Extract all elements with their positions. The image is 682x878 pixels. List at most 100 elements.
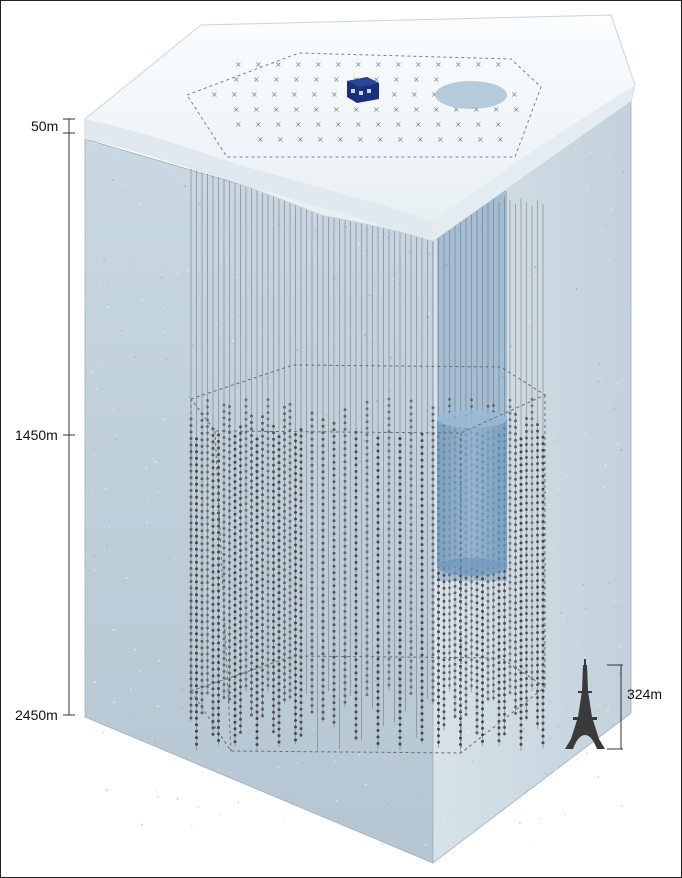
optical-module — [399, 444, 402, 447]
optical-module — [448, 671, 451, 674]
ice-speck — [598, 363, 600, 365]
optical-module — [536, 456, 539, 459]
optical-module — [322, 678, 325, 681]
optical-module — [410, 621, 413, 624]
optical-module — [421, 582, 424, 585]
optical-module — [201, 672, 204, 675]
ice-speck — [90, 491, 91, 492]
optical-module — [509, 633, 512, 636]
optical-module — [195, 515, 198, 518]
optical-module — [509, 574, 512, 577]
optical-module — [509, 659, 512, 662]
optical-module — [377, 469, 380, 472]
optical-module — [195, 580, 198, 583]
optical-module — [223, 527, 226, 530]
optical-module — [509, 568, 512, 571]
optical-module — [250, 473, 253, 476]
icetop-station-mark: × — [391, 90, 398, 99]
optical-module — [311, 483, 314, 486]
optical-module — [465, 616, 468, 619]
optical-module — [531, 463, 534, 466]
optical-module — [443, 652, 446, 655]
optical-module — [294, 713, 297, 716]
ice-speck — [294, 214, 295, 215]
optical-module — [377, 599, 380, 602]
optical-module — [344, 571, 347, 574]
optical-module — [217, 655, 220, 658]
ice-speck — [474, 670, 475, 671]
optical-module — [294, 622, 297, 625]
optical-module — [289, 663, 292, 666]
optical-module — [509, 678, 512, 681]
optical-module — [311, 711, 314, 714]
optical-module — [239, 510, 242, 513]
optical-module — [311, 568, 314, 571]
optical-module — [355, 489, 358, 492]
optical-module — [470, 658, 473, 661]
optical-module — [377, 723, 380, 726]
optical-module — [421, 563, 424, 566]
ice-speck — [312, 729, 314, 731]
optical-module — [443, 723, 446, 726]
optical-module — [256, 730, 259, 733]
icetop-station-mark: × — [433, 105, 440, 114]
optical-module — [322, 665, 325, 668]
optical-module — [195, 684, 198, 687]
optical-module — [212, 531, 215, 534]
ice-speck — [599, 680, 600, 681]
optical-module — [294, 479, 297, 482]
optical-module — [481, 681, 484, 684]
optical-module — [212, 616, 215, 619]
optical-module — [245, 593, 248, 596]
optical-module — [278, 598, 281, 601]
optical-module — [377, 690, 380, 693]
optical-module — [322, 587, 325, 590]
optical-module — [195, 567, 198, 570]
ice-speck — [265, 481, 266, 482]
ice-speck — [356, 642, 358, 644]
optical-module — [234, 617, 237, 620]
optical-module — [509, 652, 512, 655]
optical-module — [536, 462, 539, 465]
optical-module — [492, 677, 495, 680]
optical-module — [201, 536, 204, 539]
ice-speck — [145, 468, 147, 470]
optical-module — [272, 594, 275, 597]
optical-module — [355, 515, 358, 518]
optical-module — [476, 718, 479, 721]
optical-module — [195, 600, 198, 603]
optical-module — [520, 450, 523, 453]
icetop-station-mark: × — [333, 75, 340, 84]
optical-module — [399, 541, 402, 544]
optical-module — [520, 574, 523, 577]
optical-module — [355, 580, 358, 583]
optical-module — [454, 598, 457, 601]
ice-speck — [353, 422, 354, 423]
optical-module — [377, 437, 380, 440]
optical-module — [206, 620, 209, 623]
optical-module — [195, 463, 198, 466]
optical-module — [333, 623, 336, 626]
optical-module — [333, 487, 336, 490]
icetop-station-mark: × — [375, 120, 382, 129]
optical-module — [289, 494, 292, 497]
optical-module — [454, 630, 457, 633]
optical-module — [289, 669, 292, 672]
optical-module — [311, 587, 314, 590]
optical-module — [421, 446, 424, 449]
optical-module — [487, 658, 490, 661]
optical-module — [206, 672, 209, 675]
optical-module — [195, 678, 198, 681]
optical-module — [514, 569, 517, 572]
optical-module — [228, 438, 231, 441]
optical-module — [388, 541, 391, 544]
ice-speck — [148, 498, 149, 499]
optical-module — [228, 535, 231, 538]
optical-module — [223, 560, 226, 563]
optical-module — [432, 601, 435, 604]
optical-module — [256, 581, 259, 584]
optical-module — [437, 663, 440, 666]
optical-module — [212, 635, 215, 638]
icetop-station-mark: × — [475, 60, 482, 69]
